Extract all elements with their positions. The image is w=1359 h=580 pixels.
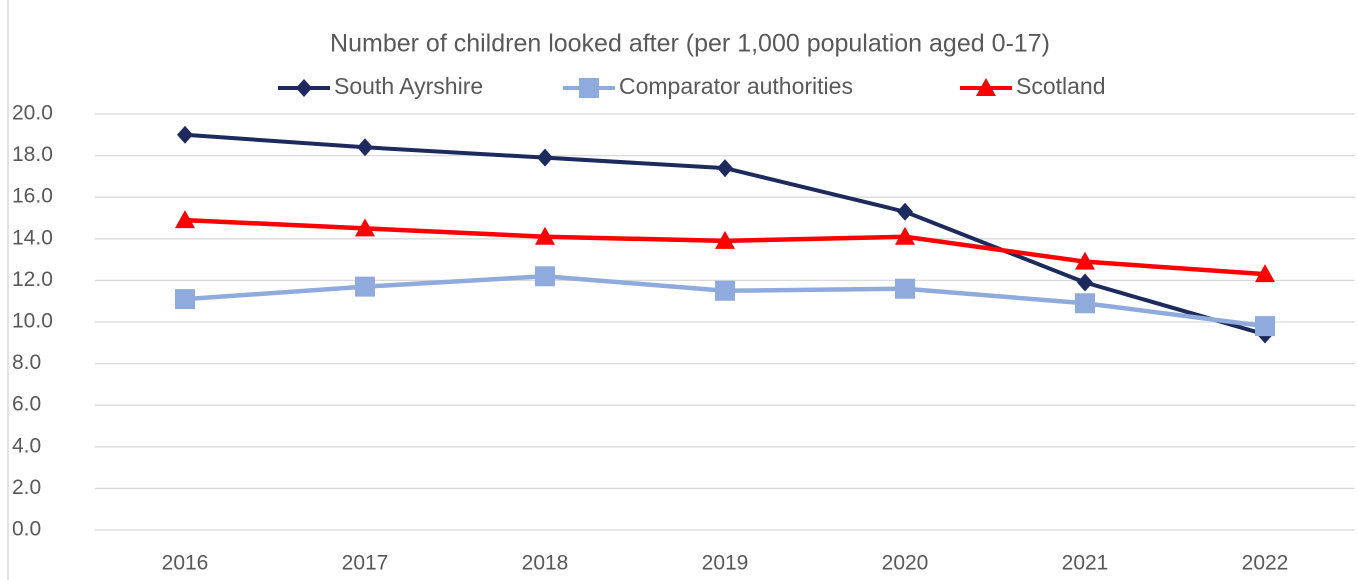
x-tick-label: 2021 [1062, 552, 1109, 575]
data-point [717, 159, 733, 178]
y-tick-label: 4.0 [12, 434, 41, 457]
x-tick-label: 2017 [342, 552, 389, 575]
data-point [537, 148, 553, 167]
chart-title: Number of children looked after (per 1,0… [330, 30, 1050, 58]
x-tick-label: 2018 [522, 552, 569, 575]
legend-label: Scotland [1016, 73, 1106, 99]
legend-label: Comparator authorities [619, 73, 853, 99]
y-tick-label: 8.0 [12, 351, 41, 374]
data-point [897, 202, 913, 221]
y-tick-label: 16.0 [12, 185, 53, 208]
y-tick-label: 14.0 [12, 226, 53, 249]
legend-marker [296, 79, 312, 97]
data-point [357, 138, 373, 157]
data-point [355, 276, 375, 297]
y-tick-label: 18.0 [12, 143, 53, 166]
legend-marker [579, 78, 599, 98]
y-tick-label: 6.0 [12, 393, 41, 416]
y-tick-label: 2.0 [12, 476, 41, 499]
data-point [1075, 293, 1095, 314]
x-tick-label: 2016 [162, 552, 209, 575]
data-point [535, 226, 555, 245]
x-tick-label: 2020 [882, 552, 929, 575]
data-point [175, 210, 195, 229]
legend-marker [976, 78, 996, 96]
data-point [1255, 264, 1275, 283]
x-tick-label: 2019 [702, 552, 749, 575]
data-point [175, 289, 195, 310]
y-tick-label: 12.0 [12, 268, 53, 291]
data-point [1255, 316, 1275, 337]
data-point [1077, 273, 1093, 292]
y-tick-label: 20.0 [12, 102, 53, 125]
legend-label: South Ayrshire [334, 73, 483, 99]
data-point [355, 218, 375, 237]
data-point [1075, 251, 1095, 270]
data-point [895, 278, 915, 299]
data-point [715, 280, 735, 301]
data-point [895, 226, 915, 245]
data-point [177, 125, 193, 144]
data-point [715, 230, 735, 249]
y-tick-label: 10.0 [12, 310, 53, 333]
x-tick-label: 2022 [1242, 552, 1289, 575]
data-point [535, 266, 555, 287]
y-tick-label: 0.0 [12, 518, 41, 541]
